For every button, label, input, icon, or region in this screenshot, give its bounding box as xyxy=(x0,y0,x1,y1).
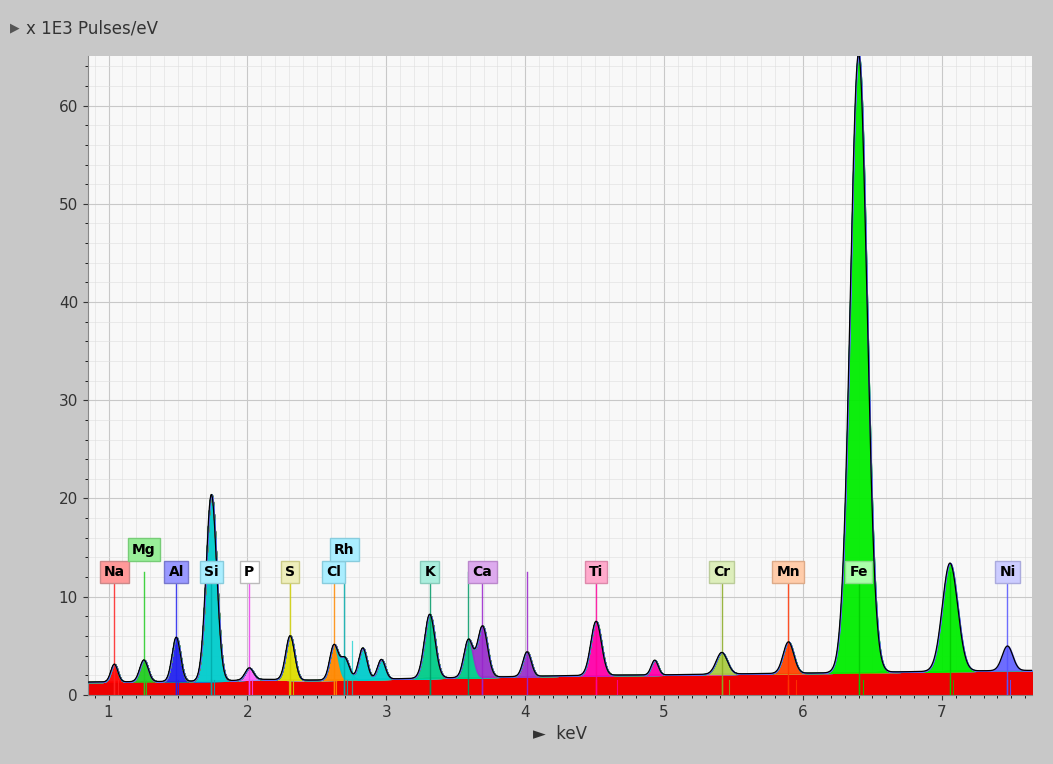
Text: S: S xyxy=(285,565,295,579)
Text: Rh: Rh xyxy=(334,542,355,556)
Text: Al: Al xyxy=(168,565,184,579)
Text: Mn: Mn xyxy=(777,565,800,579)
Text: Mg: Mg xyxy=(132,542,156,556)
Text: Ni: Ni xyxy=(999,565,1015,579)
X-axis label: ►  keV: ► keV xyxy=(533,725,587,743)
Text: Ca: Ca xyxy=(473,565,493,579)
Text: ▶: ▶ xyxy=(11,21,20,34)
Text: x 1E3 Pulses/eV: x 1E3 Pulses/eV xyxy=(26,19,158,37)
Text: Fe: Fe xyxy=(850,565,868,579)
Text: P: P xyxy=(244,565,255,579)
Text: Ti: Ti xyxy=(589,565,603,579)
Text: Si: Si xyxy=(204,565,219,579)
Text: Na: Na xyxy=(103,565,125,579)
Text: Cr: Cr xyxy=(713,565,731,579)
Text: Cl: Cl xyxy=(326,565,341,579)
Text: K: K xyxy=(424,565,435,579)
